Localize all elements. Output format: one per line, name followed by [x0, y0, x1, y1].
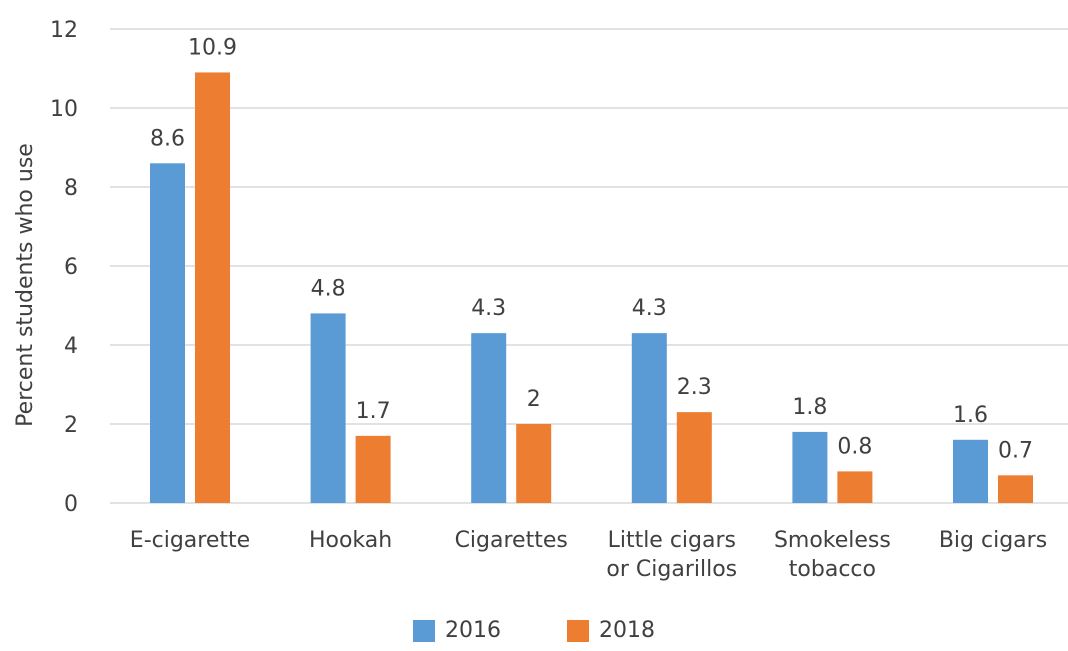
data-labels: 8.6 10.9 4.8 1.7 4.3 2 4.3 2.3 1.8 0.8 1.6 0.7 [150, 35, 1033, 463]
y-tick-label: 2 [64, 413, 78, 438]
data-label: 10.9 [188, 35, 237, 60]
legend-label-2016: 2016 [445, 618, 501, 643]
data-label: 8.6 [150, 126, 185, 151]
x-tick-label: Cigarettes [455, 528, 568, 553]
data-label: 2 [527, 387, 541, 412]
bar[interactable] [631, 333, 667, 503]
data-label: 4.8 [311, 276, 346, 301]
x-tick-label: tobacco [789, 557, 876, 582]
y-tick-label: 8 [64, 176, 78, 201]
data-label: 1.8 [792, 395, 827, 420]
x-tick-label: E-cigarette [130, 528, 250, 553]
y-axis-label: Percent students who use [13, 143, 38, 427]
y-tick-label: 6 [64, 255, 78, 280]
legend-swatch-2018 [567, 619, 589, 642]
bar[interactable] [792, 431, 828, 503]
data-label: 2.3 [677, 375, 712, 400]
bar[interactable] [150, 163, 185, 504]
bar[interactable] [998, 475, 1033, 503]
legend-label-2018: 2018 [599, 618, 655, 643]
bar[interactable] [837, 471, 873, 503]
y-tick-label: 12 [50, 18, 78, 43]
data-label: 1.7 [356, 399, 391, 424]
y-axis-ticks: 0 2 4 6 8 10 12 [50, 18, 78, 517]
bar[interactable] [471, 333, 507, 503]
legend: 2016 2018 [0, 618, 1068, 643]
data-label: 1.6 [953, 403, 988, 428]
legend-item-2016[interactable]: 2016 [413, 618, 501, 643]
data-label: 4.3 [471, 296, 506, 321]
y-tick-label: 4 [64, 334, 78, 359]
bar[interactable] [310, 313, 346, 503]
bar[interactable] [516, 424, 552, 503]
data-label: 4.3 [632, 296, 667, 321]
gridlines [110, 28, 1068, 504]
x-tick-label: Little cigars [608, 528, 736, 553]
x-tick-label: Big cigars [939, 528, 1047, 553]
x-axis-ticks: E-cigarette Hookah Cigarettes Little cigars… [130, 528, 1047, 582]
legend-item-2018[interactable]: 2018 [567, 618, 655, 643]
legend-swatch-2016 [413, 619, 435, 642]
bar[interactable] [676, 412, 712, 503]
data-label: 0.8 [837, 434, 872, 459]
x-tick-label: Smokeless [774, 528, 891, 553]
y-tick-label: 0 [64, 492, 78, 517]
bar[interactable] [953, 439, 988, 503]
bar[interactable] [195, 72, 230, 503]
x-tick-label: or Cigarillos [606, 557, 737, 582]
y-tick-label: 10 [50, 97, 78, 122]
data-label: 0.7 [998, 438, 1033, 463]
bar[interactable] [355, 435, 391, 503]
bars [150, 72, 1033, 504]
x-tick-label: Hookah [309, 528, 392, 553]
